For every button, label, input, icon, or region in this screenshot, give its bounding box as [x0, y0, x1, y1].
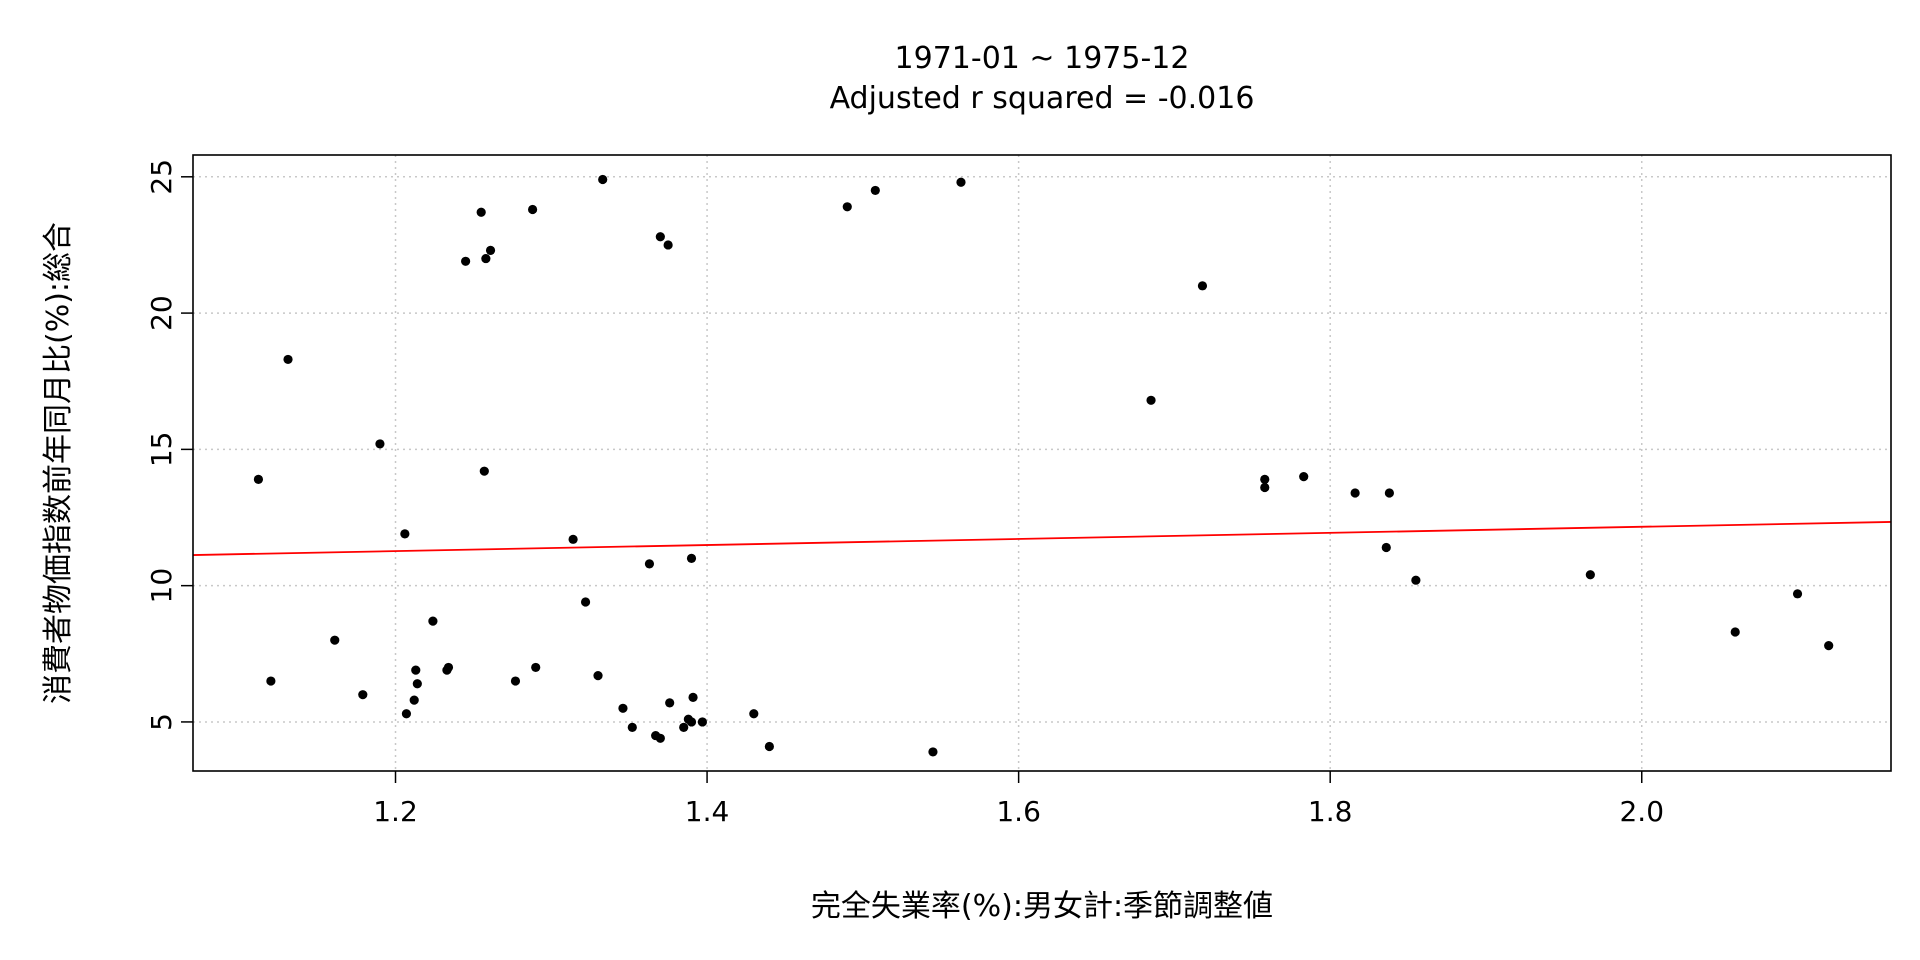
data-point — [412, 679, 422, 689]
data-point — [266, 676, 276, 686]
data-point — [842, 202, 852, 212]
data-point — [443, 662, 454, 673]
data-point — [476, 207, 486, 217]
data-point — [1299, 472, 1309, 482]
data-point — [697, 717, 708, 727]
data-point — [688, 692, 698, 703]
data-point — [531, 662, 541, 673]
data-point — [1730, 627, 1740, 637]
data-point — [655, 232, 665, 242]
x-tick-label: 1.4 — [685, 795, 730, 828]
data-point — [428, 616, 438, 626]
data-point — [627, 722, 637, 732]
data-point — [618, 703, 628, 713]
x-tick-label: 1.2 — [373, 795, 418, 828]
y-tick-label: 5 — [145, 713, 178, 731]
data-point — [1350, 488, 1360, 498]
data-point — [764, 741, 774, 752]
data-point — [283, 354, 293, 365]
data-point — [1260, 482, 1270, 493]
data-point — [749, 709, 759, 719]
data-point — [358, 690, 368, 700]
x-axis-label: 完全失業率(%):男女計:季節調整値 — [811, 889, 1273, 924]
y-axis: 5 10 15 20 25 — [145, 159, 193, 731]
data-point — [409, 695, 419, 705]
y-tick-label: 15 — [145, 432, 178, 468]
chart-subtitle: Adjusted r squared = -0.016 — [830, 81, 1255, 116]
data-point — [1381, 542, 1391, 553]
plot-frame — [192, 154, 1892, 772]
data-point — [665, 698, 675, 708]
chart-title: 1971-01 ~ 1975-12 — [895, 41, 1190, 76]
data-point — [686, 717, 697, 727]
data-point — [479, 466, 489, 476]
data-point — [644, 559, 655, 569]
x-tick-label: 2.0 — [1619, 795, 1664, 828]
data-point — [1384, 488, 1394, 498]
data-point — [1824, 641, 1834, 651]
data-point — [663, 240, 673, 250]
data-point — [1411, 575, 1421, 585]
data-point — [1146, 395, 1156, 405]
data-point — [253, 474, 264, 484]
regression-line — [192, 521, 1892, 556]
data-point — [401, 709, 412, 719]
data-point — [481, 253, 491, 264]
data-point — [1792, 589, 1803, 599]
y-axis-label: 消費者物価指数前年同月比(%):総合 — [41, 222, 76, 704]
data-point — [870, 185, 880, 196]
data-point — [528, 204, 538, 215]
data-point — [510, 676, 521, 686]
data-point — [1197, 281, 1208, 291]
data-point — [928, 747, 938, 757]
data-point — [485, 245, 496, 255]
data-point — [593, 671, 603, 681]
grid — [193, 155, 1891, 771]
data-point — [375, 439, 385, 449]
data-point — [956, 177, 966, 187]
data-point — [330, 635, 340, 645]
y-tick-label: 25 — [145, 159, 178, 195]
data-point — [411, 665, 421, 675]
y-tick-label: 10 — [145, 568, 178, 604]
data-point — [686, 553, 697, 563]
data-points — [253, 174, 1834, 757]
data-point — [1585, 570, 1595, 580]
x-axis: 1.2 1.4 1.6 1.8 2.0 — [373, 771, 1664, 828]
data-point — [461, 256, 471, 266]
data-point — [400, 529, 410, 539]
data-point — [1260, 474, 1270, 484]
data-point — [679, 722, 689, 732]
y-tick-label: 20 — [145, 295, 178, 331]
x-tick-label: 1.6 — [996, 795, 1041, 828]
data-point — [580, 597, 591, 607]
data-point — [568, 534, 578, 544]
data-point — [655, 733, 665, 743]
x-tick-label: 1.8 — [1308, 795, 1353, 828]
data-point — [598, 174, 608, 185]
